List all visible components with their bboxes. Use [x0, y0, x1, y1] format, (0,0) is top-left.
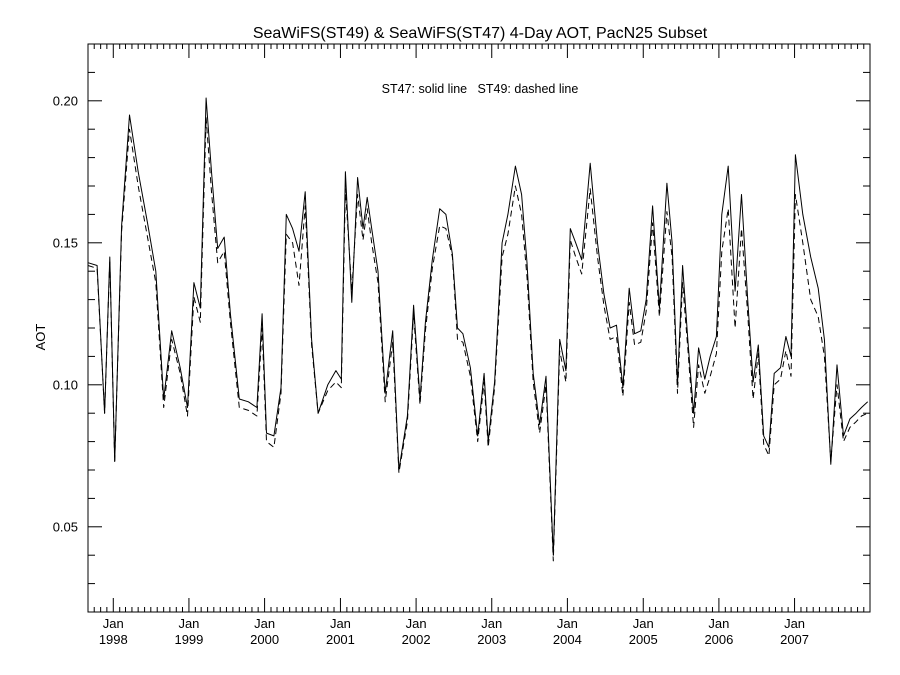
- y-tick-label: 0.05: [53, 519, 78, 534]
- x-tick-label-month: Jan: [481, 616, 502, 631]
- axis-ticks: 0.050.100.150.20Jan1998Jan1999Jan2000Jan…: [53, 44, 870, 647]
- y-tick-label: 0.10: [53, 377, 78, 392]
- y-tick-label: 0.15: [53, 235, 78, 250]
- x-tick-label-year: 2000: [250, 632, 279, 647]
- x-tick-label-year: 2002: [402, 632, 431, 647]
- x-tick-label-month: Jan: [633, 616, 654, 631]
- x-tick-label-year: 2005: [629, 632, 658, 647]
- x-tick-label-month: Jan: [708, 616, 729, 631]
- x-tick-label-year: 2001: [326, 632, 355, 647]
- x-tick-label-month: Jan: [254, 616, 275, 631]
- x-tick-label-year: 2007: [780, 632, 809, 647]
- plot-frame: [87, 43, 871, 613]
- x-tick-label-month: Jan: [784, 616, 805, 631]
- series-layer: [87, 97, 869, 562]
- x-tick-label-year: 1999: [174, 632, 203, 647]
- y-tick-label: 0.20: [53, 93, 78, 108]
- x-tick-label-month: Jan: [406, 616, 427, 631]
- x-tick-label-year: 1998: [99, 632, 128, 647]
- x-tick-label-year: 2006: [704, 632, 733, 647]
- x-tick-label-year: 2004: [553, 632, 582, 647]
- x-tick-label-month: Jan: [103, 616, 124, 631]
- series-line-st49: [87, 117, 868, 562]
- x-tick-label-month: Jan: [178, 616, 199, 631]
- x-tick-label-month: Jan: [557, 616, 578, 631]
- chart-title: SeaWiFS(ST49) & SeaWiFS(ST47) 4-Day AOT,…: [253, 25, 708, 42]
- y-axis-label: AOT: [33, 324, 48, 351]
- legend-annotation: ST47: solid line ST49: dashed line: [382, 82, 579, 96]
- x-tick-label-month: Jan: [330, 616, 351, 631]
- x-tick-label-year: 2003: [477, 632, 506, 647]
